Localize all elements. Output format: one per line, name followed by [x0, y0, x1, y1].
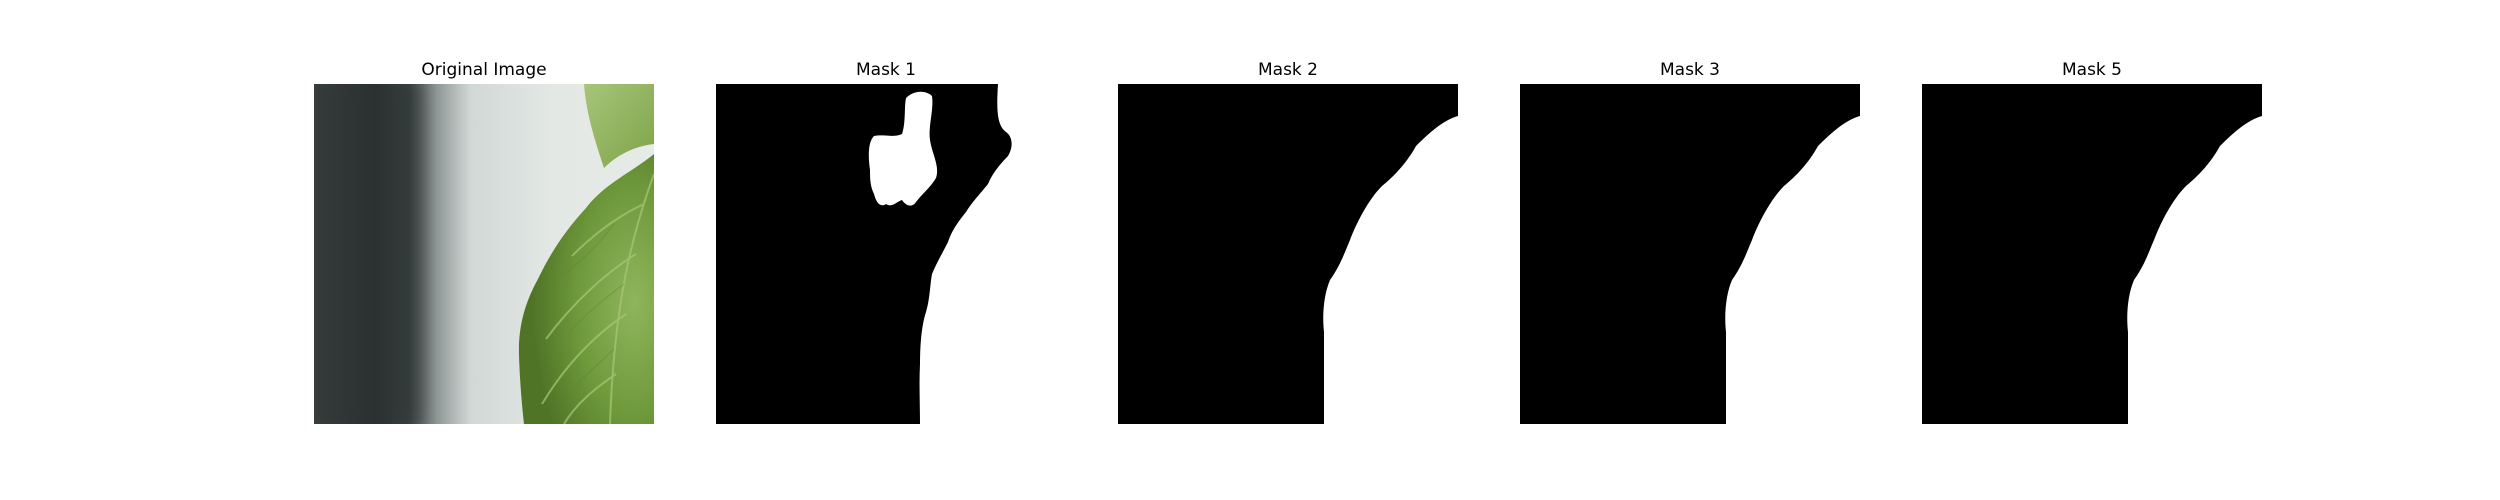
original-photo — [314, 84, 654, 424]
mask-image — [716, 84, 1056, 424]
panel-title: Mask 2 — [1257, 60, 1318, 80]
panel-title: Mask 1 — [855, 60, 916, 80]
mask-image — [1118, 84, 1458, 424]
mask-image — [1520, 84, 1860, 424]
panel-title: Mask 3 — [1659, 60, 1720, 80]
panel-title: Original Image — [421, 60, 547, 80]
panel-title: Mask 5 — [2061, 60, 2122, 80]
mask-image — [1922, 84, 2262, 424]
